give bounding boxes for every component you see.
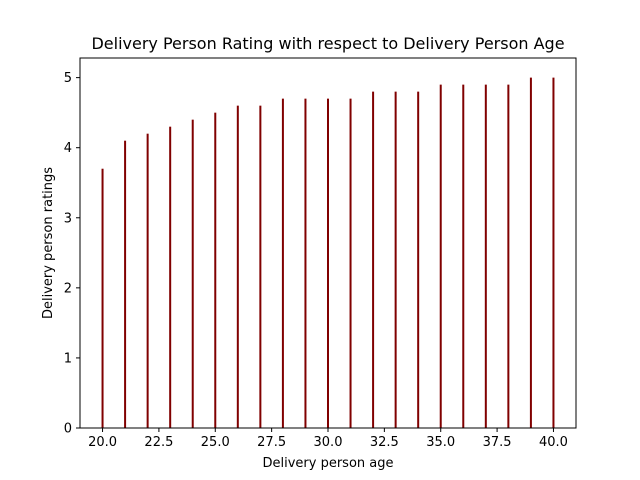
x-axis-ticks: 20.0 22.5 25.0 27.5 30.0 32.5 35.0 37.5 40.0 [88, 428, 568, 450]
bar-age-27 [259, 105, 262, 428]
x-tick-label: 32.5 [370, 435, 399, 450]
bar-age-40 [552, 77, 555, 428]
bar-age-26 [236, 105, 239, 428]
bar-age-23 [169, 126, 172, 428]
bar-age-31 [349, 98, 352, 429]
x-tick-label: 20.0 [88, 435, 117, 450]
y-tick-label: 3 [64, 211, 72, 226]
chart-title: Delivery Person Rating with respect to D… [91, 34, 564, 53]
bar-age-25 [214, 112, 217, 428]
bars-group [101, 77, 555, 429]
x-tick-label: 27.5 [257, 435, 286, 450]
x-tick-label: 25.0 [201, 435, 230, 450]
bar-age-29 [304, 98, 307, 429]
bar-age-37 [484, 84, 487, 428]
y-tick-label: 1 [64, 351, 72, 366]
plot-frame [79, 57, 577, 429]
x-tick-label: 22.5 [144, 435, 173, 450]
bar-age-30 [327, 98, 329, 429]
bar-age-34 [417, 91, 420, 429]
bar-age-36 [462, 84, 465, 428]
bar-age-39 [529, 77, 532, 428]
x-tick-label: 37.5 [483, 435, 512, 450]
y-axis-label: Delivery person ratings [41, 167, 56, 319]
x-axis-label: Delivery person age [262, 456, 393, 471]
bar-age-35 [439, 84, 442, 428]
bar-age-20 [101, 168, 104, 428]
bar-age-21 [124, 140, 127, 428]
y-tick-label: 0 [64, 422, 72, 437]
bar-age-28 [281, 98, 284, 429]
x-tick-label: 35.0 [426, 435, 455, 450]
bar-age-33 [394, 91, 397, 429]
bar-age-32 [372, 91, 375, 429]
y-tick-label: 2 [64, 281, 72, 296]
x-tick-label: 30.0 [314, 435, 343, 450]
bar-age-22 [146, 133, 149, 428]
y-tick-label: 5 [64, 71, 72, 86]
bar-age-24 [191, 119, 194, 429]
x-tick-label: 40.0 [539, 435, 568, 450]
y-tick-label: 4 [64, 141, 72, 156]
y-axis-ticks: 0 1 2 3 4 5 [64, 71, 80, 437]
bar-age-38 [507, 84, 510, 428]
